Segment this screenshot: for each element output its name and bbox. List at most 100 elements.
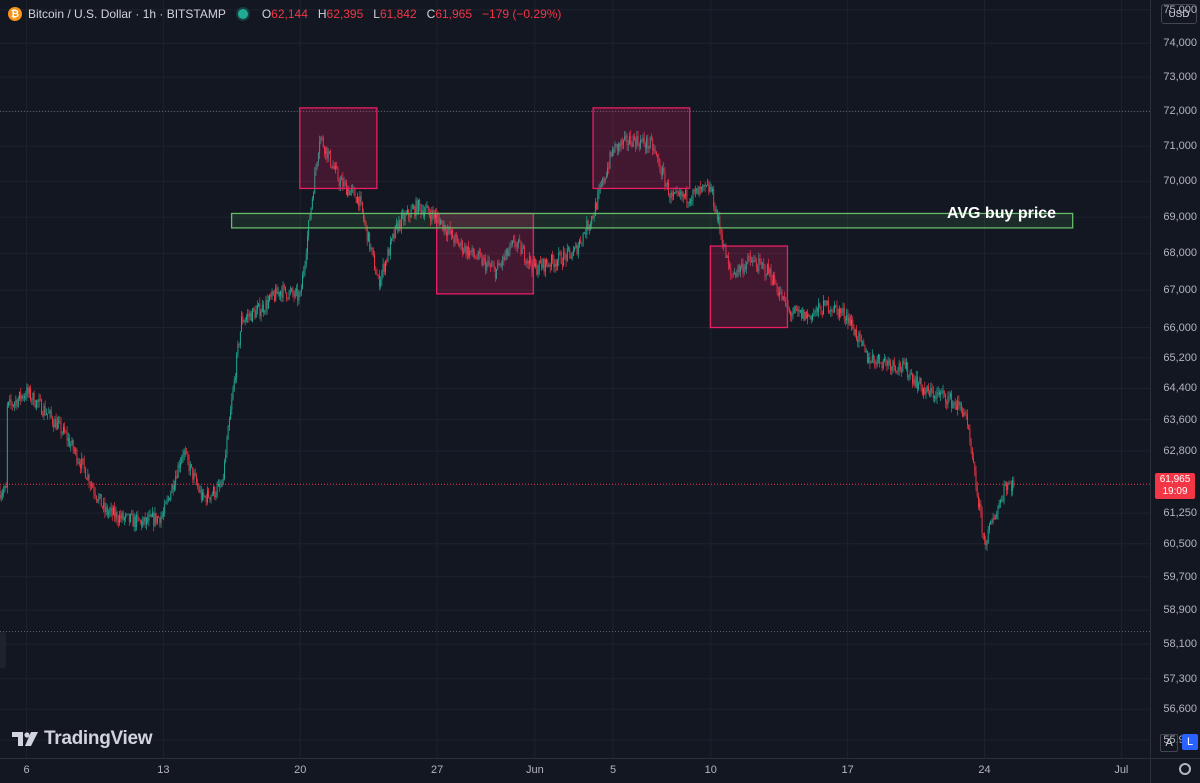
candle-806: [983, 533, 984, 540]
candle-20: [24, 393, 25, 402]
chart-area[interactable]: ₿ Bitcoin / U.S. Dollar · 1h · BITSTAMP …: [0, 0, 1150, 758]
time-tick-2: 20: [294, 764, 306, 776]
candle-89: [108, 509, 109, 519]
candle-751: [916, 371, 917, 388]
gear-icon[interactable]: [1179, 763, 1191, 775]
candle-753: [918, 381, 919, 391]
candle-564: [688, 202, 689, 208]
candle-585: [713, 186, 714, 211]
candle-810: [988, 526, 989, 544]
candle-586: [714, 203, 715, 215]
candle-676: [824, 300, 825, 306]
candle-185: [225, 450, 226, 464]
candle-186: [226, 435, 227, 458]
candle-14: [17, 398, 18, 410]
candle-662: [807, 309, 808, 324]
candle-685: [835, 305, 836, 308]
candle-655: [799, 306, 800, 317]
candle-37: [45, 401, 46, 417]
candle-706: [861, 335, 862, 347]
candle-114: [139, 517, 140, 521]
candle-182: [222, 479, 223, 487]
watermark-text: TradingView: [44, 728, 152, 750]
candle-1: [1, 491, 2, 502]
candle-61: [74, 446, 75, 454]
candle-663: [808, 313, 809, 317]
candle-137: [167, 495, 168, 505]
symbol-title[interactable]: Bitcoin / U.S. Dollar · 1h · BITSTAMP: [28, 7, 226, 21]
candle-204: [248, 310, 249, 323]
candle-693: [845, 316, 846, 326]
candle-553: [674, 192, 675, 194]
price-tick-16: 59,700: [1163, 571, 1197, 583]
candle-738: [900, 361, 901, 372]
candle-665: [811, 315, 812, 323]
candle-725: [884, 354, 885, 363]
candle-155: [189, 455, 190, 476]
candle-464: [566, 254, 567, 267]
ohlc-high: H62,395: [318, 7, 367, 21]
candle-80: [97, 499, 98, 503]
candle-726: [885, 356, 886, 366]
candle-198: [241, 311, 242, 332]
drawing-toolbar-handle[interactable]: [0, 632, 6, 668]
candle-694: [846, 309, 847, 324]
candle-197: [240, 331, 241, 348]
candle-783: [955, 398, 956, 410]
tradingview-watermark[interactable]: TradingView: [12, 728, 152, 750]
candle-468: [571, 253, 572, 259]
candle-780: [951, 390, 952, 412]
candle-59: [72, 437, 73, 446]
candle-442: [539, 260, 540, 275]
candle-477: [581, 242, 582, 246]
candle-770: [939, 388, 940, 398]
candle-156: [190, 461, 191, 476]
candle-671: [818, 298, 819, 317]
candle-117: [142, 516, 143, 528]
candle-235: [286, 292, 287, 302]
price-tick-3: 72,000: [1163, 105, 1197, 117]
candle-95: [115, 506, 116, 522]
candle-822: [1002, 495, 1003, 502]
price-tick-20: 56,600: [1163, 703, 1197, 715]
candle-647: [789, 307, 790, 314]
candle-756: [922, 384, 923, 395]
candle-591: [721, 227, 722, 240]
candle-29: [35, 400, 36, 409]
price-chart[interactable]: [0, 0, 1150, 758]
candle-664: [810, 315, 811, 319]
candle-560: [683, 191, 684, 203]
candle-440: [536, 260, 537, 276]
candle-176: [214, 486, 215, 500]
time-tick-6: 10: [705, 764, 717, 776]
price-tick-17: 58,900: [1163, 604, 1197, 616]
candle-462: [563, 246, 564, 267]
candle-730: [890, 359, 891, 374]
avg-buy-price-label[interactable]: AVG buy price: [947, 205, 1056, 223]
candle-218: [266, 296, 267, 315]
candle-760: [927, 385, 928, 393]
candle-295: [359, 191, 360, 212]
auto-scale-button[interactable]: A: [1160, 734, 1178, 752]
candle-735: [896, 371, 897, 374]
candle-50: [61, 417, 62, 439]
candle-689: [840, 308, 841, 318]
candle-785: [957, 396, 958, 416]
candle-322: [392, 233, 393, 241]
candle-782: [954, 401, 955, 409]
candle-679: [828, 297, 829, 314]
candle-784: [956, 400, 957, 410]
candle-452: [551, 254, 552, 271]
candle-652: [795, 305, 796, 313]
candle-790: [963, 408, 964, 417]
candle-798: [973, 452, 974, 463]
candle-757: [923, 387, 924, 398]
candle-768: [937, 388, 938, 404]
log-scale-button[interactable]: L: [1182, 734, 1198, 750]
candle-777: [947, 391, 948, 408]
candle-653: [796, 305, 797, 311]
candle-148: [180, 457, 181, 472]
candle-666: [812, 313, 813, 322]
